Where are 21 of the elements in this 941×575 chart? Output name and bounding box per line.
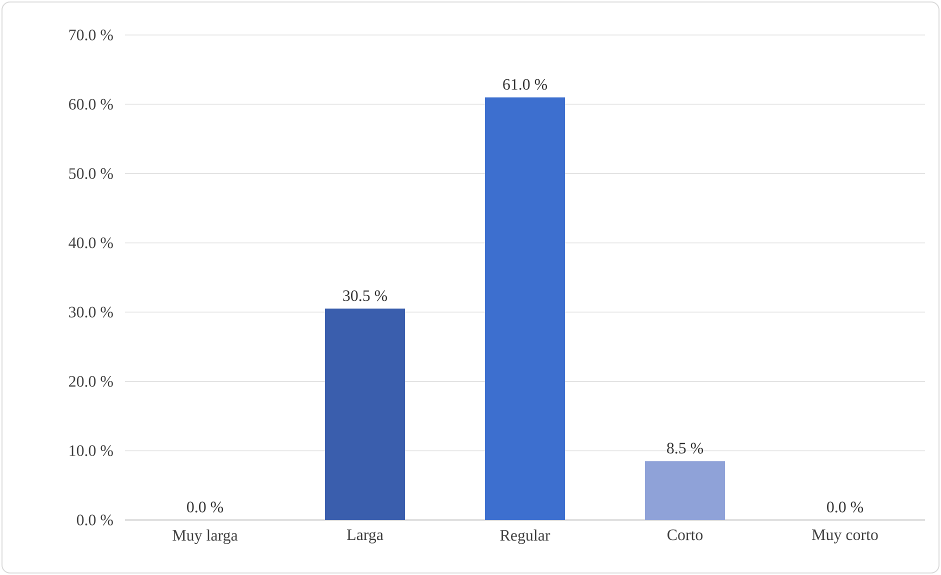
y-tick-label: 30.0 %: [69, 306, 113, 318]
x-tick-label: Regular: [500, 530, 550, 544]
data-label: 30.5 %: [343, 290, 388, 302]
bar: [325, 308, 406, 520]
y-tick-label: 70.0 %: [69, 30, 113, 40]
bar: [645, 461, 726, 520]
x-tick-label: Muy corto: [812, 530, 878, 544]
y-tick-label: 10.0 %: [70, 445, 113, 456]
x-tick-label: Muy larga: [172, 530, 238, 544]
y-tick-label: 50.0 %: [69, 168, 113, 179]
y-tick-label: 20.0 %: [69, 376, 113, 387]
y-tick-label: 60.0 %: [69, 98, 113, 110]
x-tick-label: Larga: [347, 530, 384, 544]
data-label: 0.0 %: [187, 502, 224, 512]
y-tick-label: 40.0 %: [68, 237, 113, 248]
data-label: 0.0 %: [827, 502, 864, 512]
y-tick-label: 0.0 %: [76, 514, 113, 526]
data-label: 8.5 %: [667, 442, 704, 454]
bar: [485, 97, 566, 520]
data-label: 61.0 %: [503, 79, 548, 90]
x-tick-label: Corto: [668, 530, 703, 540]
